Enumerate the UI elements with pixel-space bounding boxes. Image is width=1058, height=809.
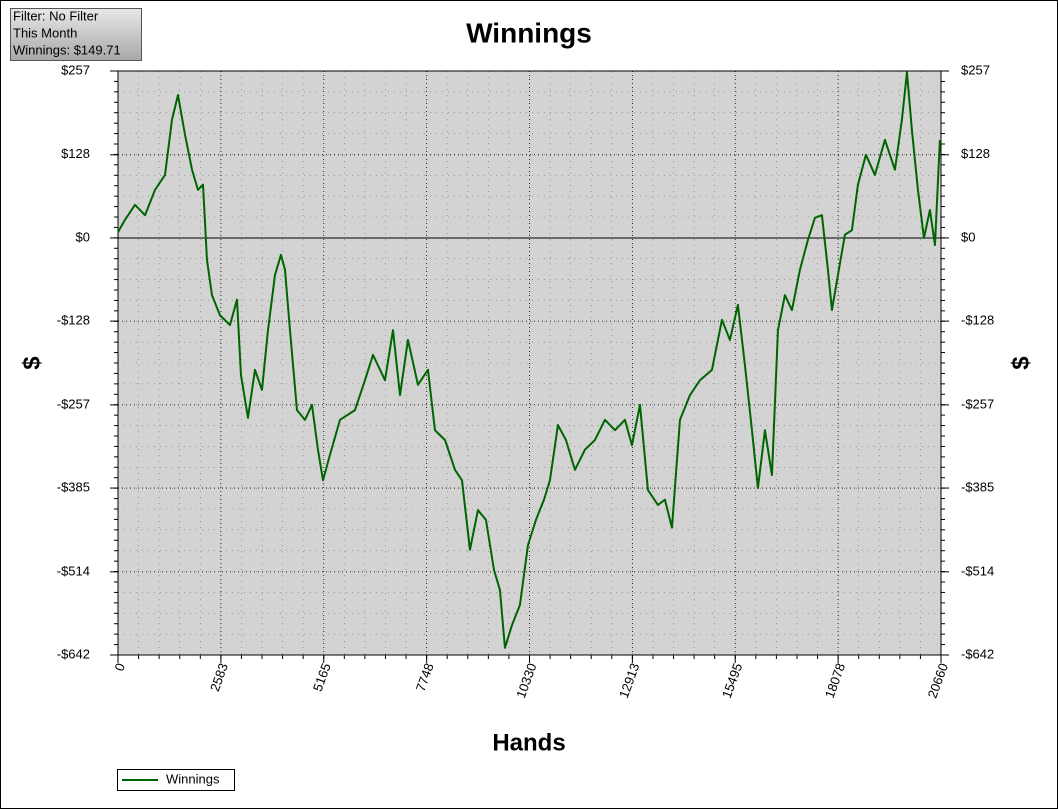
y2-tick-label: $257	[961, 62, 990, 77]
x-tick-label: 0	[111, 661, 128, 673]
plot-border	[117, 70, 942, 656]
y-tick-label: $128	[61, 146, 90, 161]
y-tick-label: -$385	[57, 479, 90, 494]
y-tick-label: -$642	[57, 646, 90, 661]
y2-axis-title: $	[1007, 356, 1034, 370]
y2-tick-label: -$642	[961, 646, 994, 661]
info-line: Filter: No Filter	[13, 8, 99, 23]
y-tick-label: -$514	[57, 563, 90, 578]
y2-tick-label: -$514	[961, 563, 994, 578]
legend	[117, 769, 235, 791]
y-tick-label: -$128	[57, 313, 90, 328]
y2-tick-label: -$257	[961, 396, 994, 411]
y2-tick-label: $0	[961, 229, 975, 244]
y2-tick-label: $128	[961, 146, 990, 161]
y-tick-label: -$257	[57, 396, 90, 411]
y2-tick-label: -$128	[961, 313, 994, 328]
info-box	[10, 8, 142, 61]
y-axis-title: $	[18, 356, 45, 370]
line	[117, 71, 941, 649]
x-axis-title: Hands	[492, 729, 565, 756]
y-tick-label: $0	[76, 229, 90, 244]
info-line: This Month	[13, 25, 77, 40]
y2-tick-label: -$385	[961, 479, 994, 494]
chart-title: Winnings	[466, 17, 592, 48]
legend-label: Winnings	[166, 771, 220, 786]
y-tick-label: $257	[61, 62, 90, 77]
info-line: Winnings: $149.71	[13, 42, 121, 57]
